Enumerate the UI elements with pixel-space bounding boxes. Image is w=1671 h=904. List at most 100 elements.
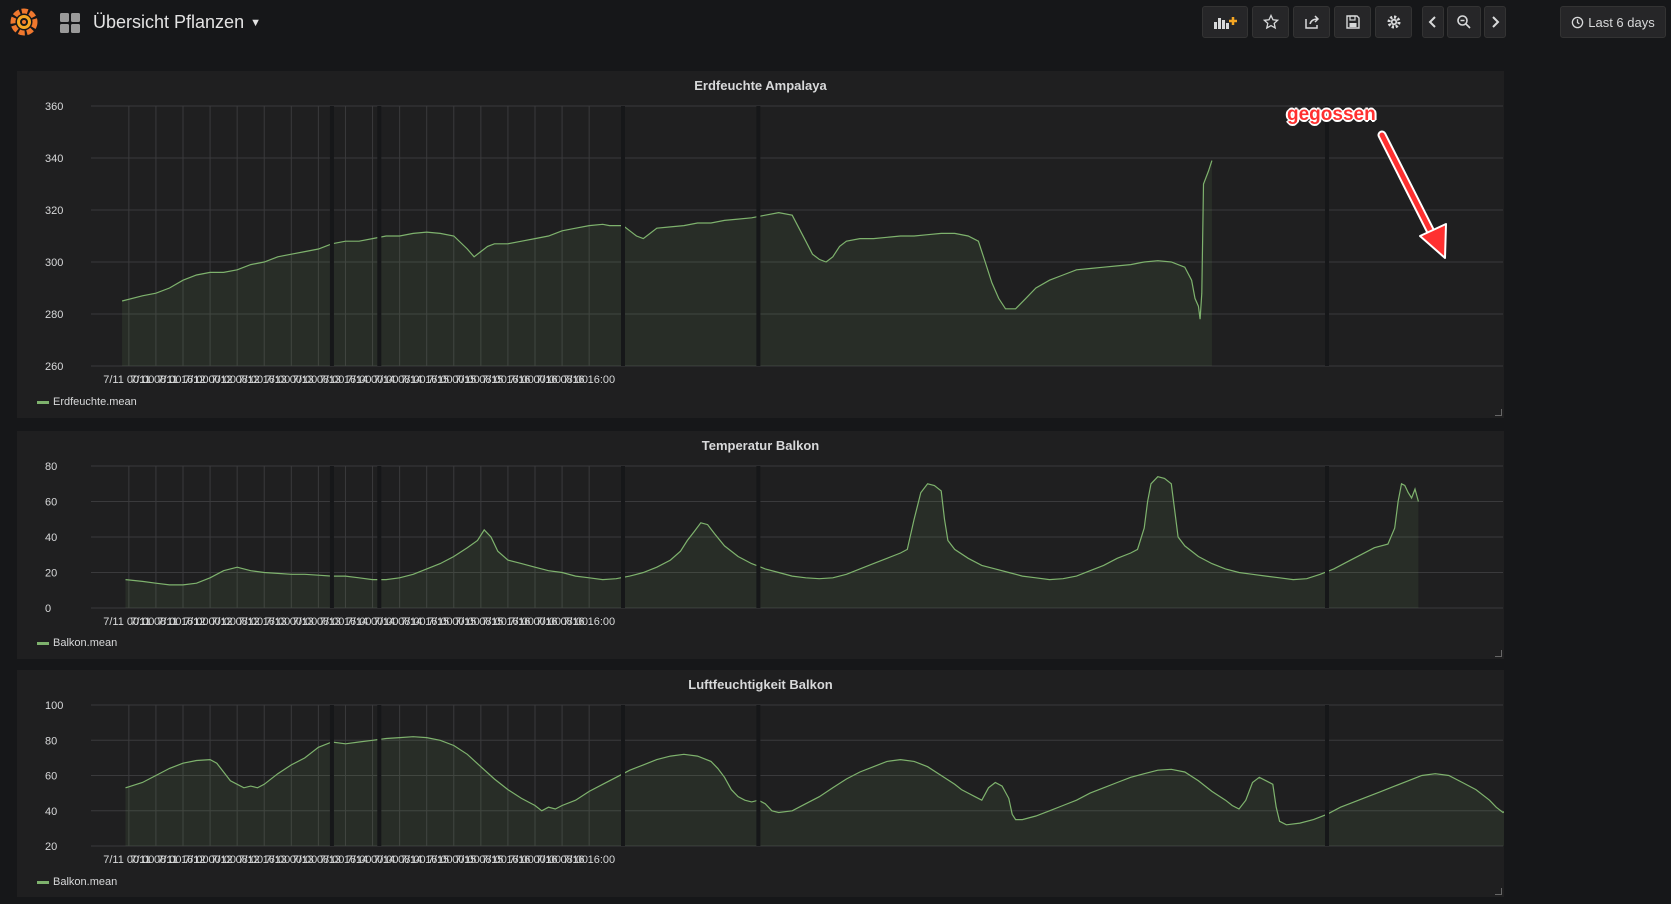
x-tick-label: 7/12 08:00 [211,616,263,628]
x-tick-label: 7/11 00:00 [103,374,154,386]
add-panel-icon [1214,17,1237,29]
legend-swatch [37,400,49,404]
x-tick-label: 7/15 00:00 [428,374,480,386]
data-gap [377,705,382,846]
x-tick-label: 7/16 16:00 [563,616,615,628]
x-tick-label: 7/13 08:00 [292,616,344,628]
zoom-out-button[interactable] [1447,6,1481,38]
x-tick-label: 7/16 08:00 [536,854,588,866]
zoom-out-icon [1457,15,1471,29]
y-tick-label: 60 [45,497,57,509]
legend-item[interactable]: Balkon.mean [37,876,117,888]
y-tick-label: 40 [45,806,57,818]
grafana-logo-icon[interactable] [8,6,40,38]
settings-button[interactable] [1375,6,1412,38]
y-tick-label: 320 [45,205,63,217]
graph-plot[interactable]: 20 40 60 80 100 7/11 00:007/11 08:007/11 16:0… [17,670,1504,897]
x-tick-label: 7/16 00:00 [509,374,561,386]
save-icon [1345,15,1360,29]
annotation-label: gegossen [1287,104,1376,125]
x-tick-label: 7/16 08:00 [536,616,588,628]
y-tick-label: 0 [45,603,51,615]
dashboard-grid-icon[interactable] [60,13,80,33]
x-tick-label: 7/11 08:00 [130,616,181,628]
star-dashboard-button[interactable] [1252,6,1289,38]
panel-title[interactable]: Luftfeuchtigkeit Balkon [688,677,833,692]
x-tick-label: 7/16 00:00 [509,616,561,628]
resize-handle[interactable] [1495,409,1502,416]
x-tick-label: 7/15 00:00 [428,616,480,628]
y-tick-label: 260 [45,361,63,373]
dashboard-title: Übersicht Pflanzen [93,12,245,32]
data-gap [621,106,625,366]
x-tick-label: 7/12 00:00 [184,374,236,386]
x-tick-label: 7/13 16:00 [319,374,371,386]
legend-swatch [37,641,49,645]
time-forward-button[interactable] [1484,6,1506,38]
series-line [125,476,1419,586]
x-tick-label: 7/11 16:00 [157,854,208,866]
chevron-right-icon [1492,16,1500,28]
legend-item[interactable]: Erdfeuchte.mean [37,396,137,408]
data-gap [377,466,382,608]
time-back-button[interactable] [1422,6,1444,38]
x-tick-label: 7/15 08:00 [455,374,507,386]
x-tick-label: 7/12 00:00 [184,854,236,866]
x-tick-label: 7/15 16:00 [482,374,534,386]
y-tick-label: 20 [45,841,57,853]
data-gap [756,705,761,846]
data-gap [329,705,334,846]
y-tick-label: 280 [45,309,63,321]
data-gap [621,466,625,608]
x-tick-label: 7/11 08:00 [130,374,181,386]
panel-title[interactable]: Erdfeuchte Ampalaya [694,78,827,93]
x-tick-label: 7/16 16:00 [563,854,615,866]
x-tick-label: 7/12 08:00 [211,854,263,866]
x-tick-label: 7/13 00:00 [265,374,317,386]
x-tick-label: 7/11 00:00 [103,616,154,628]
x-tick-label: 7/13 08:00 [292,854,344,866]
add-panel-button[interactable] [1202,6,1248,38]
dashboard-title-picker[interactable]: Übersicht Pflanzen ▼ [93,12,261,33]
x-tick-label: 7/13 16:00 [319,616,371,628]
x-tick-label: 7/14 00:00 [347,854,399,866]
data-gap [756,466,761,608]
series-line [125,736,1504,826]
resize-handle[interactable] [1495,650,1502,657]
panel-title[interactable]: Temperatur Balkon [701,438,820,453]
resize-handle[interactable] [1495,888,1502,895]
data-gap [1325,705,1329,846]
x-tick-label: 7/12 16:00 [238,616,290,628]
caret-down-icon: ▼ [250,17,261,30]
data-gap [1325,106,1329,366]
x-tick-label: 7/15 08:00 [455,616,507,628]
panel-erdfeuchte[interactable]: Erdfeuchte Ampalaya 260 280 300 320 340 360 7/… [17,71,1504,418]
y-tick-label: 340 [45,153,63,165]
legend-label: Erdfeuchte.mean [53,396,137,408]
save-dashboard-button[interactable] [1334,6,1371,38]
legend-label: Balkon.mean [53,876,118,888]
time-range-picker[interactable]: Last 6 days [1560,6,1666,38]
series-line [121,160,1213,320]
chevron-left-icon [1428,16,1436,28]
x-tick-label: 7/11 08:00 [130,854,181,866]
legend-item[interactable]: Balkon.mean [37,637,117,649]
x-tick-label: 7/14 08:00 [374,616,426,628]
gear-icon [1387,15,1400,29]
x-tick-label: 7/13 08:00 [292,374,344,386]
panel-luftfeuchtigkeit[interactable]: Luftfeuchtigkeit Balkon 20 40 60 80 100 7/11 … [17,670,1504,897]
share-dashboard-button[interactable] [1293,6,1330,38]
x-tick-label: 7/15 00:00 [428,854,480,866]
data-gap [621,705,625,846]
clock-icon [1571,16,1584,28]
x-tick-label: 7/15 08:00 [455,854,507,866]
star-icon [1262,14,1279,30]
legend-swatch [37,880,49,884]
x-tick-label: 7/13 00:00 [265,854,317,866]
y-tick-label: 100 [45,700,63,712]
y-tick-label: 80 [45,461,57,473]
y-tick-label: 360 [45,101,63,113]
panel-temperatur[interactable]: Temperatur Balkon 0 20 40 60 80 7/11 00:00 7/1… [17,431,1504,659]
